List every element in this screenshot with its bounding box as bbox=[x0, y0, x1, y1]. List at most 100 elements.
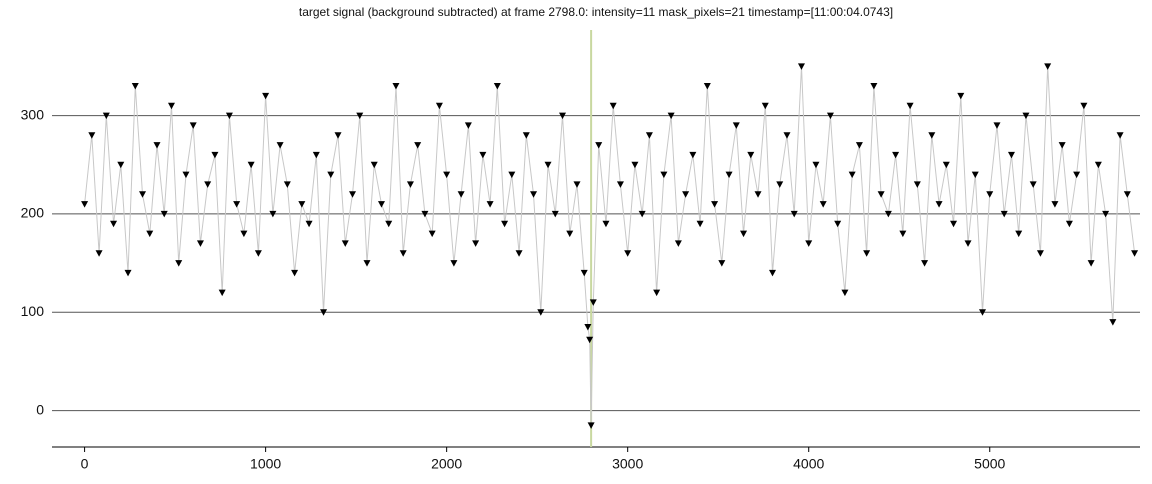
marker bbox=[117, 161, 125, 169]
marker bbox=[385, 220, 393, 228]
marker bbox=[551, 210, 559, 218]
marker bbox=[269, 210, 277, 218]
marker bbox=[428, 230, 436, 238]
y-tick-label: 200 bbox=[21, 205, 45, 221]
marker bbox=[262, 92, 270, 100]
marker bbox=[443, 171, 451, 179]
marker bbox=[160, 210, 168, 218]
marker bbox=[769, 269, 777, 277]
marker bbox=[508, 171, 516, 179]
marker bbox=[349, 191, 357, 198]
marker bbox=[370, 161, 378, 169]
y-tick-label: 300 bbox=[21, 106, 45, 122]
marker bbox=[182, 171, 190, 179]
marker bbox=[826, 112, 834, 120]
marker bbox=[218, 289, 226, 297]
marker bbox=[493, 83, 501, 90]
marker bbox=[761, 102, 769, 110]
marker bbox=[841, 289, 849, 297]
marker bbox=[986, 191, 994, 198]
marker bbox=[638, 210, 646, 218]
marker bbox=[602, 220, 610, 228]
marker bbox=[711, 201, 719, 208]
marker bbox=[1044, 63, 1052, 70]
marker bbox=[979, 309, 987, 316]
marker bbox=[805, 240, 813, 247]
marker bbox=[660, 171, 668, 179]
marker bbox=[139, 191, 147, 198]
marker bbox=[102, 112, 110, 120]
marker bbox=[783, 132, 791, 139]
marker bbox=[377, 201, 385, 208]
marker bbox=[899, 230, 907, 238]
marker bbox=[334, 132, 342, 139]
marker bbox=[211, 151, 219, 159]
marker bbox=[631, 161, 639, 169]
marker bbox=[653, 289, 661, 297]
x-tick-label: 0 bbox=[81, 456, 89, 472]
marker bbox=[1123, 191, 1131, 198]
marker bbox=[718, 260, 726, 267]
marker bbox=[1000, 210, 1008, 218]
x-tick-label: 5000 bbox=[974, 456, 1005, 472]
marker bbox=[544, 161, 552, 169]
marker bbox=[696, 220, 704, 228]
marker bbox=[870, 83, 878, 90]
marker bbox=[356, 112, 364, 120]
marker bbox=[305, 220, 313, 228]
marker bbox=[1131, 250, 1139, 257]
marker bbox=[776, 181, 784, 188]
marker bbox=[399, 250, 407, 257]
x-tick-label: 4000 bbox=[793, 456, 824, 472]
marker bbox=[913, 181, 921, 188]
marker bbox=[797, 63, 805, 70]
marker bbox=[341, 240, 349, 247]
marker bbox=[1087, 260, 1095, 267]
marker bbox=[1102, 210, 1110, 218]
marker bbox=[573, 181, 581, 188]
marker bbox=[993, 122, 1001, 129]
marker bbox=[392, 83, 400, 90]
marker bbox=[819, 201, 827, 208]
marker bbox=[522, 132, 530, 139]
marker bbox=[472, 240, 480, 247]
marker bbox=[457, 191, 465, 198]
marker bbox=[95, 250, 103, 257]
marker bbox=[537, 309, 545, 316]
marker bbox=[1073, 171, 1081, 179]
marker bbox=[935, 201, 943, 208]
marker bbox=[464, 122, 472, 129]
x-tick-label: 2000 bbox=[431, 456, 462, 472]
marker bbox=[320, 309, 328, 316]
marker bbox=[645, 132, 653, 139]
marker bbox=[406, 181, 414, 188]
marker bbox=[298, 201, 306, 208]
marker bbox=[225, 112, 233, 120]
marker bbox=[196, 240, 204, 247]
marker bbox=[515, 250, 523, 257]
marker bbox=[667, 112, 675, 120]
marker bbox=[964, 240, 972, 247]
marker bbox=[175, 260, 183, 267]
marker bbox=[834, 220, 842, 228]
marker bbox=[877, 191, 885, 198]
marker bbox=[950, 220, 958, 228]
marker bbox=[167, 102, 175, 110]
marker bbox=[595, 142, 603, 149]
marker bbox=[153, 142, 161, 149]
marker bbox=[682, 191, 690, 198]
marker bbox=[110, 220, 118, 228]
marker bbox=[624, 250, 632, 257]
marker bbox=[1116, 132, 1124, 139]
marker bbox=[81, 201, 89, 208]
marker bbox=[703, 83, 711, 90]
marker bbox=[247, 161, 255, 169]
marker bbox=[421, 210, 429, 218]
marker bbox=[240, 230, 248, 238]
marker bbox=[291, 269, 299, 277]
marker bbox=[957, 92, 965, 100]
marker bbox=[580, 269, 588, 277]
marker bbox=[754, 191, 762, 198]
marker bbox=[1094, 161, 1102, 169]
